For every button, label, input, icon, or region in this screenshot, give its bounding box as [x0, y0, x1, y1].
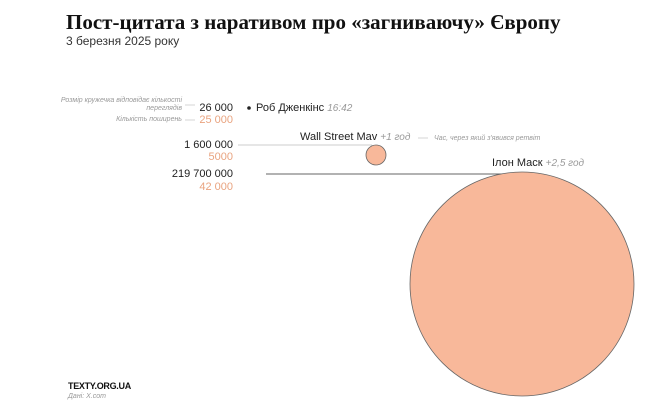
views-musk: 219 700 000 — [171, 168, 233, 180]
shares-wsm: 5000 — [208, 151, 233, 163]
shares-rob: 25 000 — [199, 114, 233, 126]
bubble-musk — [409, 171, 635, 397]
chart-title: Пост-цитата з наративом про «загниваючу»… — [66, 10, 561, 34]
data-source: Дані: X.com — [68, 393, 106, 400]
label-musk: Ілон Маск +2,5 год — [492, 157, 585, 169]
brand-logo: TEXTY.ORG.UA — [68, 381, 131, 391]
bubble-wsm — [365, 144, 387, 166]
legend-size-note: Розмір кружечка відповідає кількості пер… — [60, 97, 182, 112]
chart-subtitle: 3 березня 2025 року — [66, 34, 180, 48]
label-wsm: Wall Street Mav +1 год — [300, 131, 411, 143]
legend-time-note: Час, через який з'явився ретвіт — [434, 135, 541, 142]
views-rob: 26 000 — [199, 102, 233, 114]
views-wsm: 1 600 000 — [184, 139, 233, 151]
label-rob: Роб Дженкінс 16:42 — [256, 102, 353, 114]
legend-shares-note: Кількість поширень — [116, 116, 182, 123]
bubble-rob — [247, 106, 251, 110]
shares-musk: 42 000 — [199, 181, 233, 193]
